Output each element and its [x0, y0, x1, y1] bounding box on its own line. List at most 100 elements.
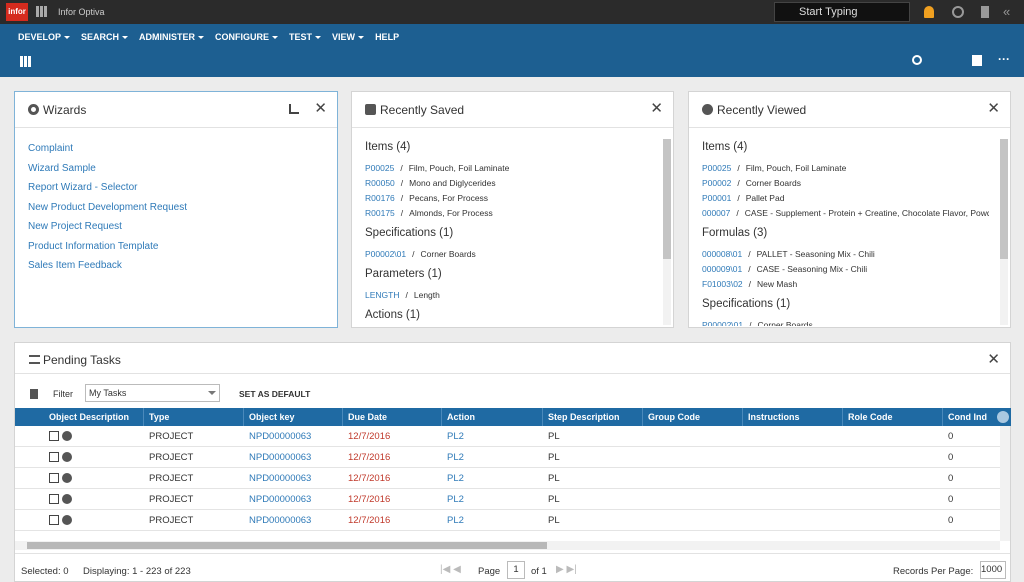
row-divider [15, 530, 1000, 531]
section-heading: Specifications (1) [702, 298, 791, 310]
filter-label: Filter [53, 389, 73, 399]
wizard-link[interactable]: New Project Request [28, 221, 122, 232]
filter-select[interactable]: My Tasks [85, 384, 220, 402]
column-header[interactable]: Cond Ind [948, 412, 987, 422]
cell-action[interactable]: PL2 [447, 494, 464, 505]
column-header[interactable]: Step Description [548, 412, 620, 422]
cell-key[interactable]: NPD00000063 [249, 515, 312, 526]
entry-code[interactable]: 000007 [702, 208, 731, 218]
share-icon[interactable] [952, 6, 964, 18]
entry: P00001 / Pallet Pad [702, 193, 784, 203]
column-header[interactable]: Action [447, 412, 475, 422]
wizard-link[interactable]: Complaint [28, 143, 74, 154]
entry-code[interactable]: P00002\01 [702, 320, 744, 326]
entry: 000008\01 / PALLET - Seasoning Mix - Chili [702, 249, 875, 259]
close-button[interactable]: ✕ [650, 100, 663, 117]
cell-action[interactable]: PL2 [447, 473, 464, 484]
edit-button[interactable] [289, 104, 299, 114]
cell-key[interactable]: NPD00000063 [249, 431, 312, 442]
row-checkbox[interactable] [49, 515, 59, 525]
menu-item[interactable]: CONFIGURE [215, 32, 270, 42]
menu-item[interactable]: HELP [375, 32, 400, 42]
entry-code[interactable]: 000009\01 [702, 264, 743, 274]
app-name: Infor Optiva [58, 7, 105, 17]
entry-code[interactable]: P00002 [702, 178, 732, 188]
entry-desc: Corner Boards [757, 320, 813, 326]
entry-code[interactable]: R00175 [365, 208, 395, 218]
dropdown-arrow [122, 36, 129, 42]
column-header[interactable]: Object Description [49, 412, 130, 422]
close-button[interactable]: ✕ [314, 100, 327, 117]
separator: / [405, 290, 408, 300]
wizard-link[interactable]: Sales Item Feedback [28, 260, 122, 271]
cell-action[interactable]: PL2 [447, 515, 464, 526]
row-checkbox[interactable] [49, 431, 59, 441]
entry: R00176 / Pecans, For Process [365, 193, 488, 203]
menu-item[interactable]: ADMINISTER [139, 32, 196, 42]
cell-type: PROJECT [149, 452, 194, 463]
close-button[interactable]: ✕ [987, 100, 1000, 117]
panel-title: Recently Viewed [717, 103, 807, 117]
entry-code[interactable]: F01003\02 [702, 279, 743, 289]
menu-item[interactable]: SEARCH [81, 32, 120, 42]
page-input[interactable]: 1 [507, 561, 525, 579]
entry-code[interactable]: P00025 [365, 163, 395, 173]
more-icon[interactable]: ··· [998, 52, 1010, 66]
row-checkbox[interactable] [49, 494, 59, 504]
column-header[interactable]: Role Code [848, 412, 893, 422]
close-button[interactable]: ✕ [987, 351, 1000, 368]
cell-due: 12/7/2016 [348, 473, 391, 484]
wizard-link[interactable]: Product Information Template [28, 240, 159, 252]
column-header[interactable]: Object key [249, 412, 295, 422]
entry-code[interactable]: LENGTH [365, 290, 400, 300]
cell-key[interactable]: NPD00000063 [249, 452, 312, 463]
column-divider [842, 408, 843, 426]
entry-code[interactable]: R00050 [365, 178, 395, 188]
user-icon[interactable] [924, 6, 934, 18]
entry-code[interactable]: P00002\01 [365, 249, 407, 259]
column-header[interactable]: Group Code [648, 412, 700, 422]
wizard-link[interactable]: Report Wizard - Selector [28, 182, 138, 193]
search-icon[interactable] [912, 55, 922, 65]
row-status [62, 452, 72, 462]
entry-desc: Length [413, 290, 440, 300]
cell-step: PL [548, 473, 560, 484]
settings-icon[interactable] [997, 411, 1009, 423]
column-header[interactable]: Type [149, 412, 170, 422]
wizard-link[interactable]: New Product Development Request [28, 201, 187, 213]
separator: / [737, 163, 740, 173]
cell-action[interactable]: PL2 [447, 431, 464, 442]
cell-key[interactable]: NPD00000063 [249, 473, 312, 484]
save-icon[interactable] [972, 55, 982, 66]
row-checkbox[interactable] [49, 473, 59, 483]
row-checkbox[interactable] [49, 452, 59, 462]
bookmark-icon[interactable] [981, 6, 989, 18]
separator: / [412, 249, 415, 259]
menu-item[interactable]: TEST [289, 32, 313, 42]
brand[interactable]: infor [6, 3, 28, 21]
entry: P00025 / Film, Pouch, Foil Laminate [702, 163, 846, 173]
selected-count: Selected: 0 [21, 566, 69, 577]
pager-prev[interactable]: |◀ ◀ [440, 564, 461, 575]
records-label: Records Per Page: [893, 566, 974, 577]
cell-key[interactable]: NPD00000063 [249, 494, 312, 505]
column-header[interactable]: Due Date [348, 412, 388, 422]
cell-action[interactable]: PL2 [447, 452, 464, 463]
row-divider [15, 467, 1000, 468]
column-header[interactable]: Instructions [748, 412, 800, 422]
wizard-link[interactable]: Wizard Sample [28, 162, 96, 174]
collapse-icon[interactable]: « [1003, 4, 1011, 19]
grid-icon[interactable] [20, 56, 31, 67]
set-default-button[interactable]: SET AS DEFAULT [239, 389, 311, 399]
entry-code[interactable]: 000008\01 [702, 249, 743, 259]
entry-code[interactable]: P00025 [702, 163, 732, 173]
search-box[interactable]: Start Typing [774, 2, 910, 22]
cell-step: PL [548, 494, 560, 505]
pager-next[interactable]: ▶ ▶| [556, 564, 577, 575]
records-input[interactable]: 1000 [980, 561, 1006, 579]
entry-code[interactable]: R00176 [365, 193, 395, 203]
menu-item[interactable]: DEVELOP [18, 32, 62, 42]
entry-code[interactable]: P00001 [702, 193, 732, 203]
apps-icon[interactable] [36, 6, 47, 17]
menu-item[interactable]: VIEW [332, 32, 356, 42]
